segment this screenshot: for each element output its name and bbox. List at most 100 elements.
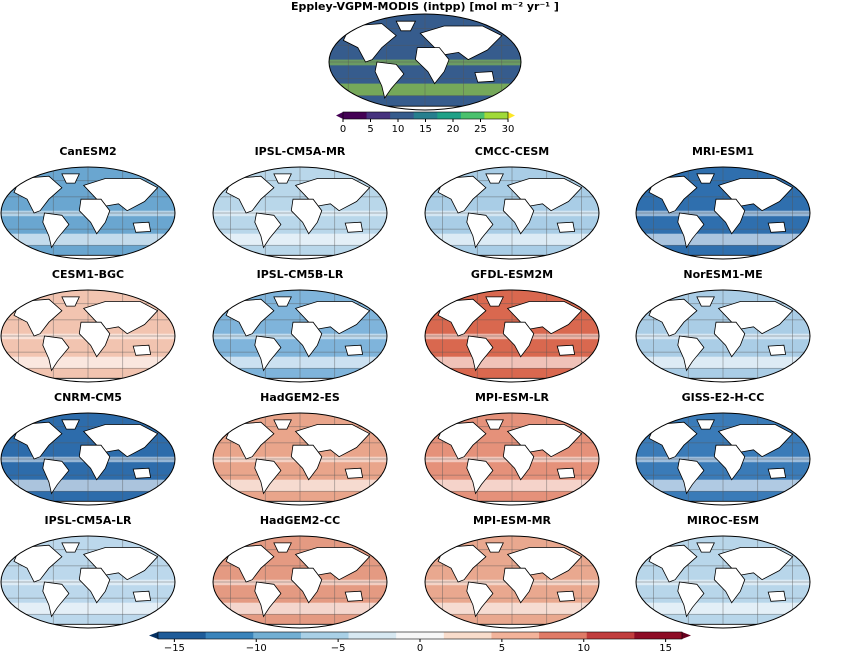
land	[42, 458, 70, 495]
land	[437, 298, 487, 337]
colorbar-tick-label: 15	[659, 643, 672, 651]
land	[437, 421, 487, 460]
land	[767, 221, 787, 233]
land	[474, 71, 495, 83]
colorbar-tick-label: 30	[502, 124, 515, 135]
land	[459, 623, 565, 628]
map	[636, 167, 810, 259]
land	[247, 623, 353, 628]
land	[42, 581, 70, 618]
colorbar-bin	[443, 632, 492, 639]
land	[132, 344, 152, 356]
land	[713, 321, 746, 358]
colorbar-bin	[366, 112, 391, 119]
colorbar-bin	[390, 112, 415, 119]
land	[485, 173, 504, 184]
colorbar-bin	[343, 112, 368, 119]
land	[677, 335, 705, 372]
colorbar-bin	[300, 632, 350, 639]
map-border	[212, 166, 388, 260]
land	[367, 105, 483, 110]
map-border	[635, 535, 811, 629]
colorbar-bin	[491, 632, 540, 639]
land	[670, 500, 776, 505]
land	[35, 377, 141, 382]
land	[767, 344, 787, 356]
panel-title: GISS-E2-H-CC	[682, 391, 765, 404]
land	[344, 467, 364, 479]
land	[290, 321, 323, 358]
colorbar-bin	[634, 632, 683, 639]
land	[61, 542, 80, 553]
land	[225, 421, 275, 460]
land	[696, 419, 715, 430]
land	[344, 590, 364, 602]
land	[290, 198, 323, 235]
land	[247, 254, 353, 259]
land	[225, 544, 275, 583]
land	[342, 23, 397, 63]
colorbar-bin	[539, 632, 588, 639]
land	[290, 567, 323, 604]
land	[670, 377, 776, 382]
land	[132, 590, 152, 602]
land	[254, 581, 282, 618]
land	[696, 173, 715, 184]
land	[254, 458, 282, 495]
map	[213, 290, 387, 382]
map-border	[424, 535, 600, 629]
map	[636, 290, 810, 382]
land	[713, 444, 746, 481]
colorbar-bin	[205, 632, 254, 639]
colorbar-extend	[508, 112, 515, 119]
land	[132, 221, 152, 233]
land	[466, 212, 494, 249]
land	[61, 173, 80, 184]
land	[459, 500, 565, 505]
land	[677, 212, 705, 249]
colorbar-bin	[348, 632, 397, 639]
land	[459, 377, 565, 382]
colorbar-tick-label: −5	[331, 643, 346, 651]
land	[466, 335, 494, 372]
colorbar-bin	[158, 632, 207, 639]
land	[767, 590, 787, 602]
land	[556, 344, 576, 356]
land	[648, 421, 698, 460]
colorbar-extend	[336, 112, 343, 119]
map-border	[0, 289, 176, 383]
colorbar-bin	[437, 112, 462, 119]
panel-title: CNRM-CM5	[54, 391, 122, 404]
colorbar-bin	[253, 632, 302, 639]
land	[344, 344, 364, 356]
map	[425, 536, 599, 628]
land	[677, 581, 705, 618]
land	[13, 544, 63, 583]
land	[225, 298, 275, 337]
map-border	[212, 412, 388, 506]
map-border	[212, 535, 388, 629]
land	[713, 567, 746, 604]
land	[502, 567, 535, 604]
colorbar-tick-label: 5	[367, 124, 373, 135]
land	[132, 467, 152, 479]
map-border	[0, 412, 176, 506]
colorbar-bin	[484, 112, 509, 119]
colorbar-bin	[396, 632, 445, 639]
colorbar-tick-label: 0	[340, 124, 346, 135]
land	[502, 198, 535, 235]
land	[254, 335, 282, 372]
map-border	[635, 412, 811, 506]
map	[1, 167, 175, 259]
colorbar-tick-label: −10	[246, 643, 267, 651]
panel-title: MRI-ESM1	[692, 145, 754, 158]
map	[425, 290, 599, 382]
land	[61, 419, 80, 430]
panel-title: NorESM1-ME	[683, 268, 762, 281]
colorbar-bin	[586, 632, 635, 639]
land	[466, 458, 494, 495]
colorbar-bin	[460, 112, 485, 119]
land	[556, 221, 576, 233]
land	[273, 542, 292, 553]
colorbar-tick-label: 10	[577, 643, 590, 651]
